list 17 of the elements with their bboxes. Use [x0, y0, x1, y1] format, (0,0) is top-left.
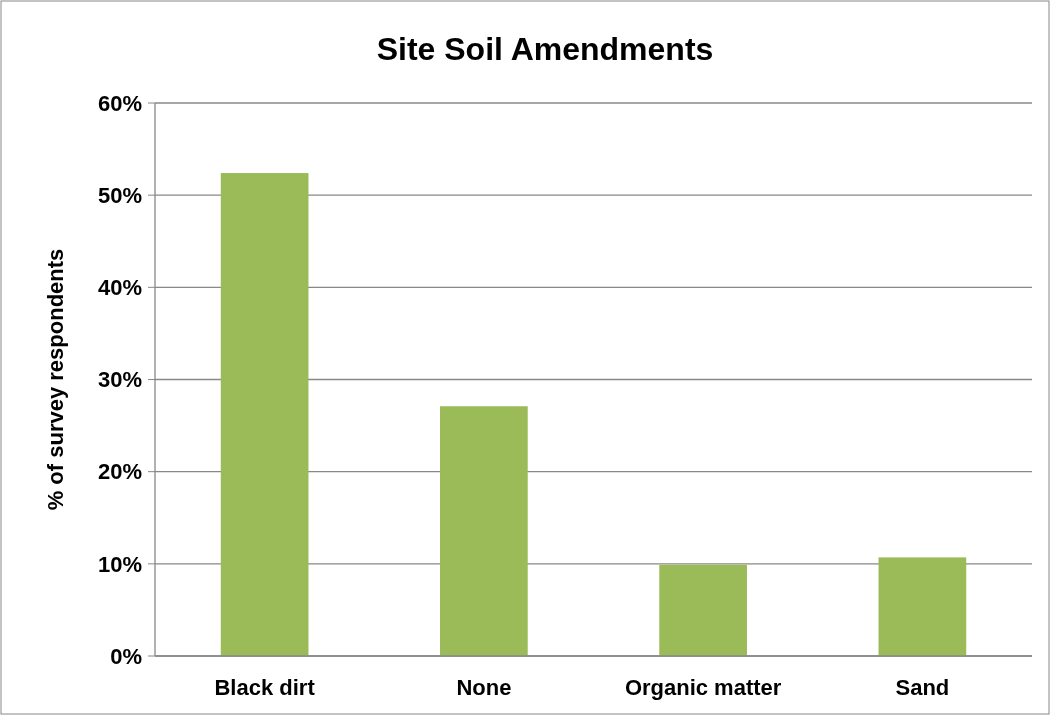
- bar: [220, 173, 309, 656]
- y-tick-label: 40%: [97, 275, 142, 301]
- x-tick-label: None: [456, 675, 512, 700]
- chart-title: Site Soil Amendments: [376, 31, 714, 67]
- bar: [878, 557, 967, 656]
- y-tick-label: 30%: [97, 367, 142, 393]
- y-axis-title: % of survey respondents: [43, 248, 68, 511]
- x-tick-label: Black dirt: [214, 675, 316, 700]
- y-tick-label: 50%: [97, 182, 142, 208]
- x-tick-label: Sand: [895, 675, 950, 700]
- y-tick-label: 10%: [97, 551, 142, 577]
- bar: [659, 564, 747, 656]
- y-tick-label: 60%: [97, 90, 142, 116]
- y-tick-label: 0%: [110, 643, 142, 669]
- bar: [440, 406, 528, 656]
- y-tick-label: 20%: [97, 459, 142, 485]
- x-tick-label: Organic matter: [624, 675, 782, 700]
